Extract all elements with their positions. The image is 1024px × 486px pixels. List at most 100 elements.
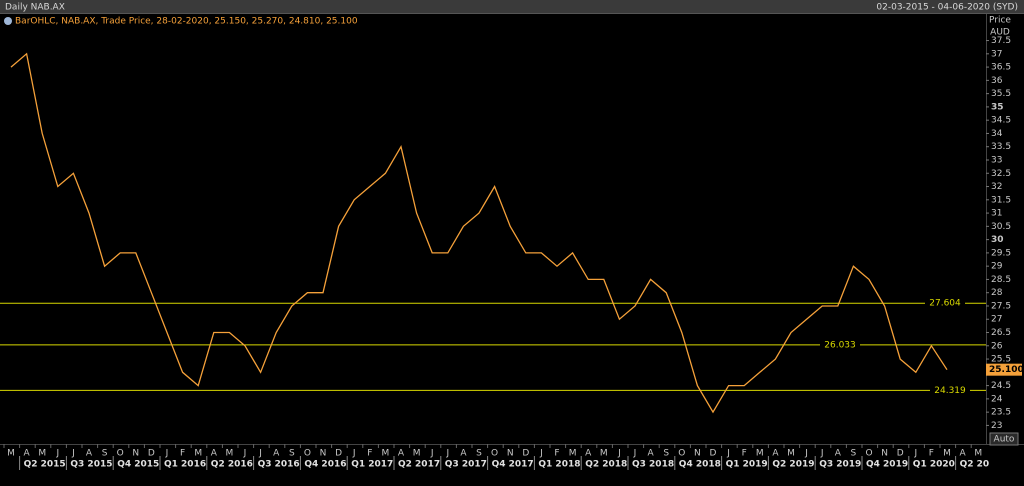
x-month-label: D	[897, 449, 904, 459]
title-bar	[0, 0, 1024, 13]
y-tick-label: 28.5	[991, 275, 1011, 285]
x-quarter-label: Q2 20	[960, 460, 990, 470]
x-quarter-label: Q1 2020	[913, 460, 955, 470]
x-month-label: A	[460, 449, 467, 459]
x-month-label: J	[352, 449, 356, 459]
legend-icon	[4, 17, 12, 25]
title-rule	[0, 13, 1024, 14]
x-month-label: A	[648, 449, 655, 459]
x-quarter-label: Q2 2019	[772, 460, 814, 470]
y-tick-label: 27	[991, 315, 1002, 325]
y-tick-label: 35.5	[991, 89, 1011, 99]
x-month-label: A	[211, 449, 218, 459]
x-month-label: F	[929, 449, 934, 459]
chart-title: Daily NAB.AX	[5, 3, 65, 13]
y-tick-label: 35	[991, 102, 1004, 112]
x-quarter-label: Q3 2017	[445, 460, 487, 470]
x-month-label: N	[507, 449, 514, 459]
date-range: 02-03-2015 - 04-06-2020 (SYD)	[876, 3, 1018, 13]
y-tick-label: 27.5	[991, 301, 1011, 311]
x-quarter-label: Q3 2016	[258, 460, 300, 470]
x-month-label: M	[787, 449, 795, 459]
x-month-label: J	[55, 449, 59, 459]
x-month-label: J	[243, 449, 247, 459]
x-month-label: F	[742, 449, 747, 459]
x-month-label: N	[132, 449, 139, 459]
y-tick-label: 29.5	[991, 248, 1011, 258]
y-tick-label: 31	[991, 209, 1002, 219]
y-tick-label: 26.5	[991, 328, 1011, 338]
y-tick-label: 33	[991, 155, 1002, 165]
x-quarter-label: Q3 2015	[70, 460, 112, 470]
x-month-label: M	[569, 449, 577, 459]
x-quarter-label: Q1 2019	[726, 460, 768, 470]
x-quarter-label: Q4 2019	[866, 460, 908, 470]
y-tick-label: 36.5	[991, 63, 1011, 73]
level-label: 24.319	[934, 386, 966, 396]
y-tick-label: 34	[991, 129, 1003, 139]
y-axis-unit: AUD	[990, 28, 1010, 38]
x-month-label: F	[180, 449, 185, 459]
x-month-label: M	[756, 449, 764, 459]
auto-button[interactable]	[989, 432, 1019, 446]
x-axis-line	[0, 444, 1024, 445]
y-tick-label: 32.5	[991, 169, 1011, 179]
x-month-label: A	[86, 449, 93, 459]
x-month-label: A	[835, 449, 842, 459]
x-month-label: N	[694, 449, 701, 459]
x-month-label: M	[974, 449, 982, 459]
price-line	[10, 52, 948, 414]
x-quarter-label: Q1 2018	[538, 460, 580, 470]
y-tick-label: 30.5	[991, 222, 1011, 232]
x-month-label: M	[194, 449, 202, 459]
x-month-label: D	[522, 449, 529, 459]
x-month-label: O	[117, 449, 124, 459]
auto-button-label[interactable]: Auto	[994, 435, 1015, 445]
level-label-bg	[930, 384, 970, 397]
x-month-label: M	[38, 449, 46, 459]
x-month-label: D	[148, 449, 155, 459]
x-month-label: M	[7, 449, 15, 459]
x-month-label: M	[382, 449, 390, 459]
x-month-label: N	[881, 449, 888, 459]
x-quarter-label: Q3 2019	[819, 460, 861, 470]
x-quarter-label: Q4 2017	[492, 460, 534, 470]
y-tick-label: 34.5	[991, 116, 1011, 126]
y-axis-title: Price	[989, 16, 1011, 26]
x-month-label: O	[304, 449, 311, 459]
level-label-bg	[820, 338, 860, 351]
y-tick-label: 30	[991, 235, 1004, 245]
y-tick-label: 37	[991, 49, 1002, 59]
level-label: 27.604	[929, 299, 961, 309]
x-month-label: J	[913, 449, 917, 459]
y-tick-label: 24	[991, 394, 1003, 404]
x-month-label: M	[226, 449, 234, 459]
x-month-label: J	[71, 449, 75, 459]
y-tick-label: 31.5	[991, 195, 1011, 205]
x-month-label: J	[258, 449, 262, 459]
x-month-label: S	[102, 449, 108, 459]
x-month-label: J	[617, 449, 621, 459]
y-tick-label: 26	[991, 341, 1003, 351]
x-quarter-label: Q2 2015	[24, 460, 66, 470]
x-month-label: F	[367, 449, 372, 459]
x-month-label: J	[633, 449, 637, 459]
x-month-label: J	[430, 449, 434, 459]
x-month-label: A	[24, 449, 31, 459]
level-label: 26.033	[824, 340, 856, 350]
x-month-label: A	[585, 449, 592, 459]
x-month-label: F	[554, 449, 559, 459]
x-quarter-label: Q3 2018	[632, 460, 674, 470]
x-month-label: S	[476, 449, 482, 459]
x-month-label: A	[273, 449, 280, 459]
level-label-bg	[925, 297, 965, 310]
legend-text: BarOHLC, NAB.AX, Trade Price, 28-02-2020…	[15, 17, 358, 27]
y-tick-label: 33.5	[991, 142, 1011, 152]
x-month-label: N	[320, 449, 327, 459]
y-tick-label: 23	[991, 421, 1002, 431]
x-month-label: S	[289, 449, 295, 459]
x-quarter-label: Q1 2016	[164, 460, 206, 470]
x-quarter-label: Q2 2017	[398, 460, 440, 470]
last-price-box	[986, 363, 1022, 376]
